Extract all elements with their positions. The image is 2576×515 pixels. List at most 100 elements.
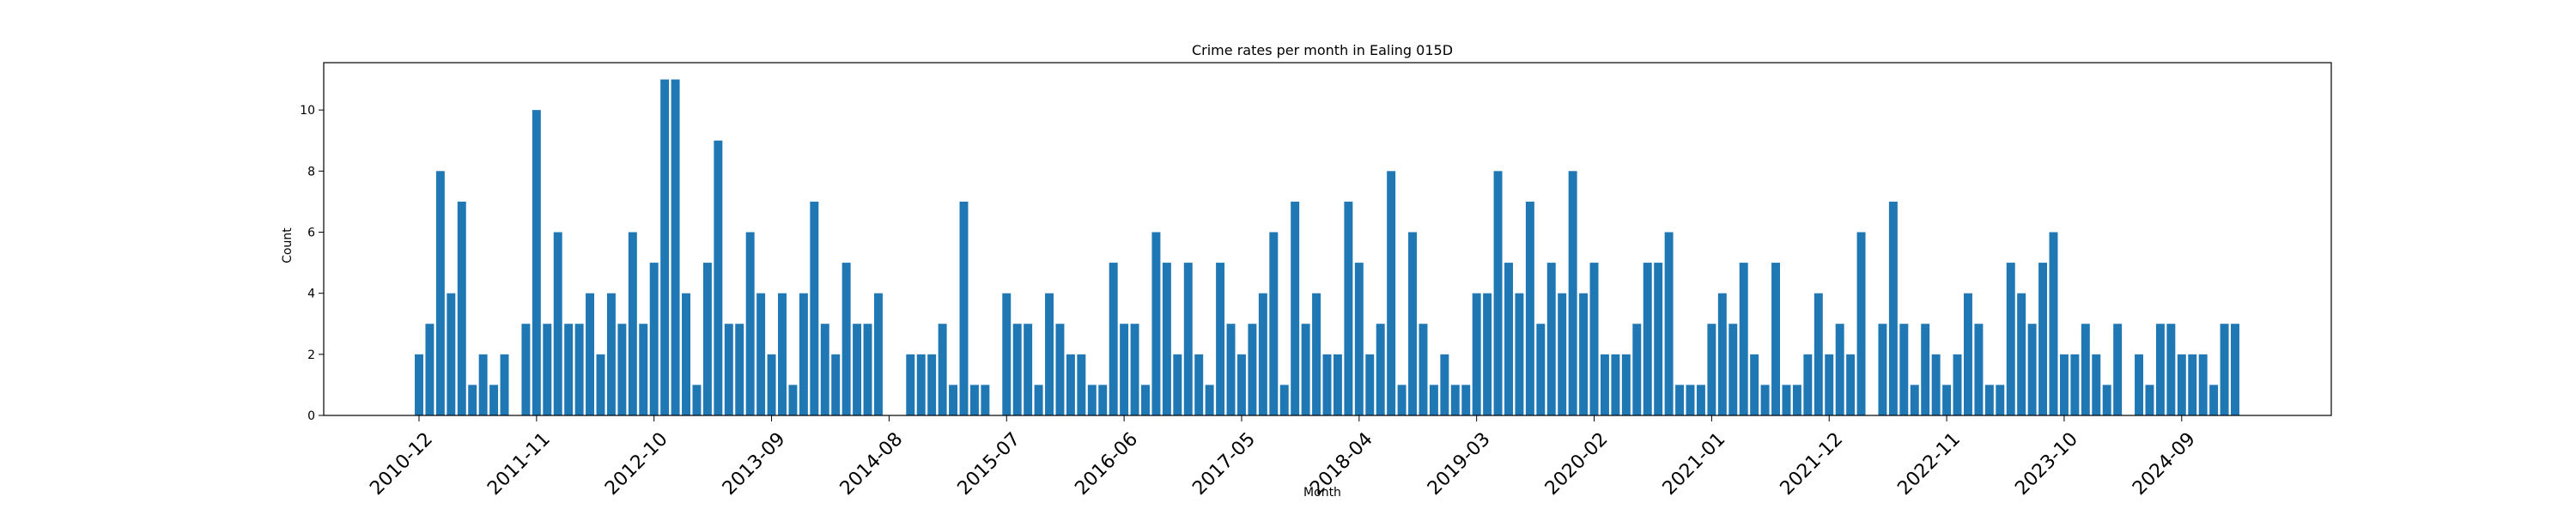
bar — [1055, 324, 1065, 415]
bar — [596, 354, 605, 415]
y-axis-label: Count — [281, 227, 295, 264]
bar — [916, 354, 926, 415]
bar — [959, 201, 969, 415]
x-axis-label: Month — [1303, 486, 1341, 500]
bar — [1974, 324, 1984, 415]
bar — [617, 324, 627, 415]
bar — [1984, 385, 1994, 415]
bar — [2113, 324, 2123, 415]
bar — [1910, 385, 1919, 415]
bar — [1141, 385, 1150, 415]
bar — [724, 324, 733, 415]
bar — [574, 324, 584, 415]
y-tick-label: 4 — [307, 288, 315, 301]
bar — [1194, 354, 1204, 415]
bar — [1248, 324, 1257, 415]
bar — [831, 354, 841, 415]
bar — [521, 324, 531, 415]
bar — [1739, 263, 1748, 415]
bar — [1387, 171, 1396, 415]
bar — [1760, 385, 1770, 415]
y-tick-label: 8 — [307, 165, 315, 179]
bar — [2049, 232, 2058, 415]
bar — [1151, 232, 1161, 415]
bar — [2006, 263, 2015, 415]
x-tick-label: 2021-12 — [1777, 428, 1848, 500]
bar — [969, 385, 979, 415]
bar — [1226, 324, 1236, 415]
bar — [1354, 263, 1364, 415]
bar — [543, 324, 552, 415]
bar — [863, 324, 872, 415]
bar — [1002, 293, 1012, 415]
bar — [1921, 324, 1930, 415]
bar — [1792, 385, 1801, 415]
bar — [1450, 385, 1460, 415]
bar — [435, 171, 445, 415]
bar — [1483, 293, 1492, 415]
bar — [1205, 385, 1214, 415]
bar — [1558, 293, 1567, 415]
bar — [457, 201, 466, 415]
bar — [820, 324, 829, 415]
bar — [1942, 385, 1952, 415]
bar — [1291, 201, 1300, 415]
bar — [628, 232, 637, 415]
plot-frame — [323, 62, 2332, 416]
bar — [447, 293, 456, 415]
bar — [1173, 354, 1182, 415]
bar — [1931, 354, 1941, 415]
x-tick-label: 2011-11 — [483, 428, 555, 500]
bar — [1675, 385, 1685, 415]
bar — [788, 385, 798, 415]
x-tick-label: 2015-07 — [954, 428, 1025, 500]
bar — [853, 324, 862, 415]
bar — [564, 324, 574, 415]
bar — [1077, 354, 1086, 415]
bar — [1846, 354, 1856, 415]
bar — [2177, 354, 2186, 415]
bar — [2166, 324, 2176, 415]
bar — [1087, 385, 1097, 415]
x-tick-label: 2023-10 — [2011, 428, 2082, 500]
bar — [2092, 354, 2101, 415]
y-tick-label: 10 — [300, 104, 315, 118]
bar — [500, 354, 509, 415]
bar — [1856, 232, 1866, 415]
bar — [1728, 324, 1738, 415]
bar — [671, 79, 680, 415]
bar — [1515, 293, 1524, 415]
bar — [1707, 324, 1716, 415]
bar — [606, 293, 616, 415]
bar — [1654, 263, 1663, 415]
bar — [1814, 293, 1823, 415]
bar — [415, 354, 423, 415]
bar — [1996, 385, 2005, 415]
bar — [745, 232, 755, 415]
bar — [2231, 324, 2239, 415]
bar — [1664, 232, 1674, 415]
bar — [1953, 354, 1962, 415]
bar — [478, 354, 488, 415]
bar — [1696, 385, 1705, 415]
bar — [1536, 324, 1546, 415]
bar — [2059, 354, 2069, 415]
bar — [1183, 263, 1193, 415]
y-tick-label: 6 — [307, 226, 315, 239]
bar — [1024, 324, 1033, 415]
bar — [660, 79, 670, 415]
bar — [938, 324, 947, 415]
bar — [2220, 324, 2229, 415]
x-tick-label: 2012-10 — [601, 428, 672, 500]
bar — [799, 293, 808, 415]
bar — [1269, 232, 1279, 415]
bar — [1461, 385, 1471, 415]
bar — [553, 232, 562, 415]
bar — [841, 263, 851, 415]
bar — [1546, 263, 1556, 415]
bar — [1440, 354, 1449, 415]
bar — [1568, 171, 1577, 415]
bar — [586, 293, 595, 415]
bar — [1600, 354, 1609, 415]
bar — [1419, 324, 1428, 415]
